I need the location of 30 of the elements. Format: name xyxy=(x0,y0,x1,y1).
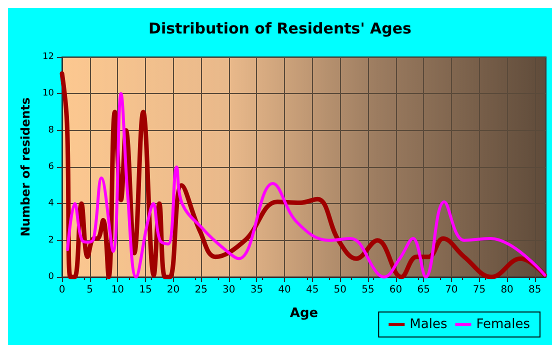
x-tick-label: 30 xyxy=(222,284,236,296)
x-tick-label: 35 xyxy=(250,284,264,296)
y-tick-label: 12 xyxy=(42,52,54,62)
x-tick-label: 40 xyxy=(278,284,291,296)
x-tick-label: 75 xyxy=(472,284,486,296)
x-tick-label: 5 xyxy=(86,284,94,296)
x-tick-label: 10 xyxy=(111,284,124,296)
y-tick-label: 4 xyxy=(48,198,54,209)
legend-label: Females xyxy=(476,317,530,332)
x-tick-label: 45 xyxy=(306,284,319,296)
x-tick-label: 25 xyxy=(194,284,208,296)
y-tick-label: 8 xyxy=(48,125,54,136)
x-tick-label: 55 xyxy=(362,284,374,296)
x-tick-label: 60 xyxy=(389,284,402,296)
chart-title: Distribution of Residents' Ages xyxy=(148,20,412,38)
y-tick-label: 6 xyxy=(48,162,54,172)
y-tick-label: 0 xyxy=(48,272,54,282)
x-tick-label: 15 xyxy=(139,284,152,296)
x-tick-label: 65 xyxy=(417,284,430,296)
y-tick-label: 2 xyxy=(48,235,54,246)
y-tick-label: 10 xyxy=(42,88,54,99)
x-tick-label: 20 xyxy=(166,284,180,296)
y-axis-title: Number of residents xyxy=(18,97,33,237)
x-tick-label: 50 xyxy=(334,284,347,296)
x-tick-label: 0 xyxy=(58,284,66,296)
legend-label: Males xyxy=(410,317,448,332)
x-tick-label: 80 xyxy=(500,284,514,296)
x-axis-title: Age xyxy=(290,306,318,321)
x-tick-label: 85 xyxy=(528,284,542,296)
x-tick-label: 70 xyxy=(445,284,458,296)
